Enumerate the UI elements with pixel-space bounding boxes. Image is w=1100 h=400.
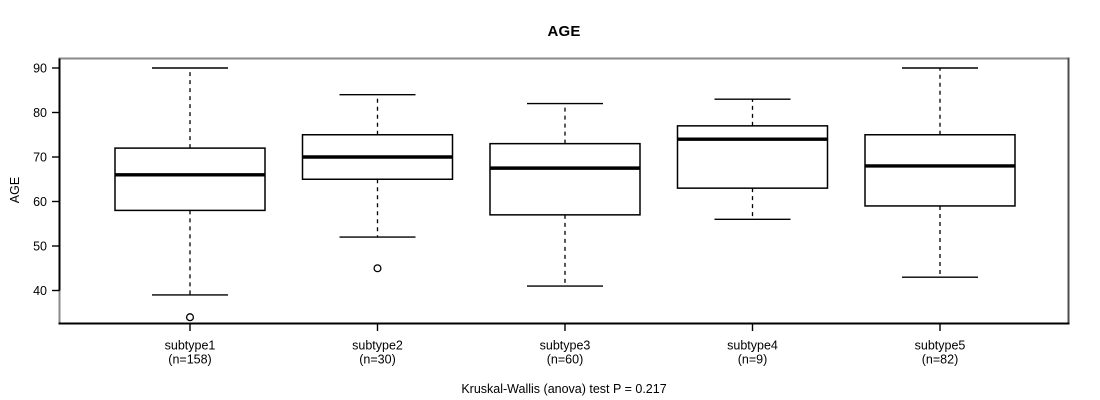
y-tick-label: 50 xyxy=(33,239,47,253)
iqr-box xyxy=(489,142,641,216)
x-category-count-label: (n=82) xyxy=(922,353,958,367)
y-tick-label: 70 xyxy=(33,150,47,164)
x-category-count-label: (n=60) xyxy=(547,353,583,367)
stat-test-caption: Kruskal-Wallis (anova) test P = 0.217 xyxy=(461,382,667,396)
y-tick-label: 60 xyxy=(33,195,47,209)
boxplot-subtype3 xyxy=(489,102,641,287)
y-tick-label: 40 xyxy=(33,284,47,298)
iqr-box xyxy=(676,125,829,189)
outlier-point xyxy=(185,313,195,322)
x-category-count-label: (n=30) xyxy=(359,353,395,367)
x-category-label: subtype4 xyxy=(727,339,778,353)
boxplot-subtype2 xyxy=(301,93,454,273)
boxplot-subtype4 xyxy=(676,98,829,221)
x-category-count-label: (n=158) xyxy=(168,353,211,367)
y-tick-label: 80 xyxy=(33,106,47,120)
x-category-label: subtype5 xyxy=(915,339,966,353)
boxplot-subtype1 xyxy=(114,67,266,322)
x-category-label: subtype1 xyxy=(165,339,216,353)
outlier-point xyxy=(373,264,382,273)
iqr-box xyxy=(864,134,1016,207)
iqr-box xyxy=(114,147,266,212)
boxplot-subtype5 xyxy=(864,67,1016,278)
x-category-label: subtype2 xyxy=(352,339,403,353)
chart-title: AGE xyxy=(547,23,581,40)
x-category-count-label: (n=9) xyxy=(738,353,768,367)
x-category-label: subtype3 xyxy=(540,339,591,353)
y-tick-label: 90 xyxy=(33,61,47,75)
